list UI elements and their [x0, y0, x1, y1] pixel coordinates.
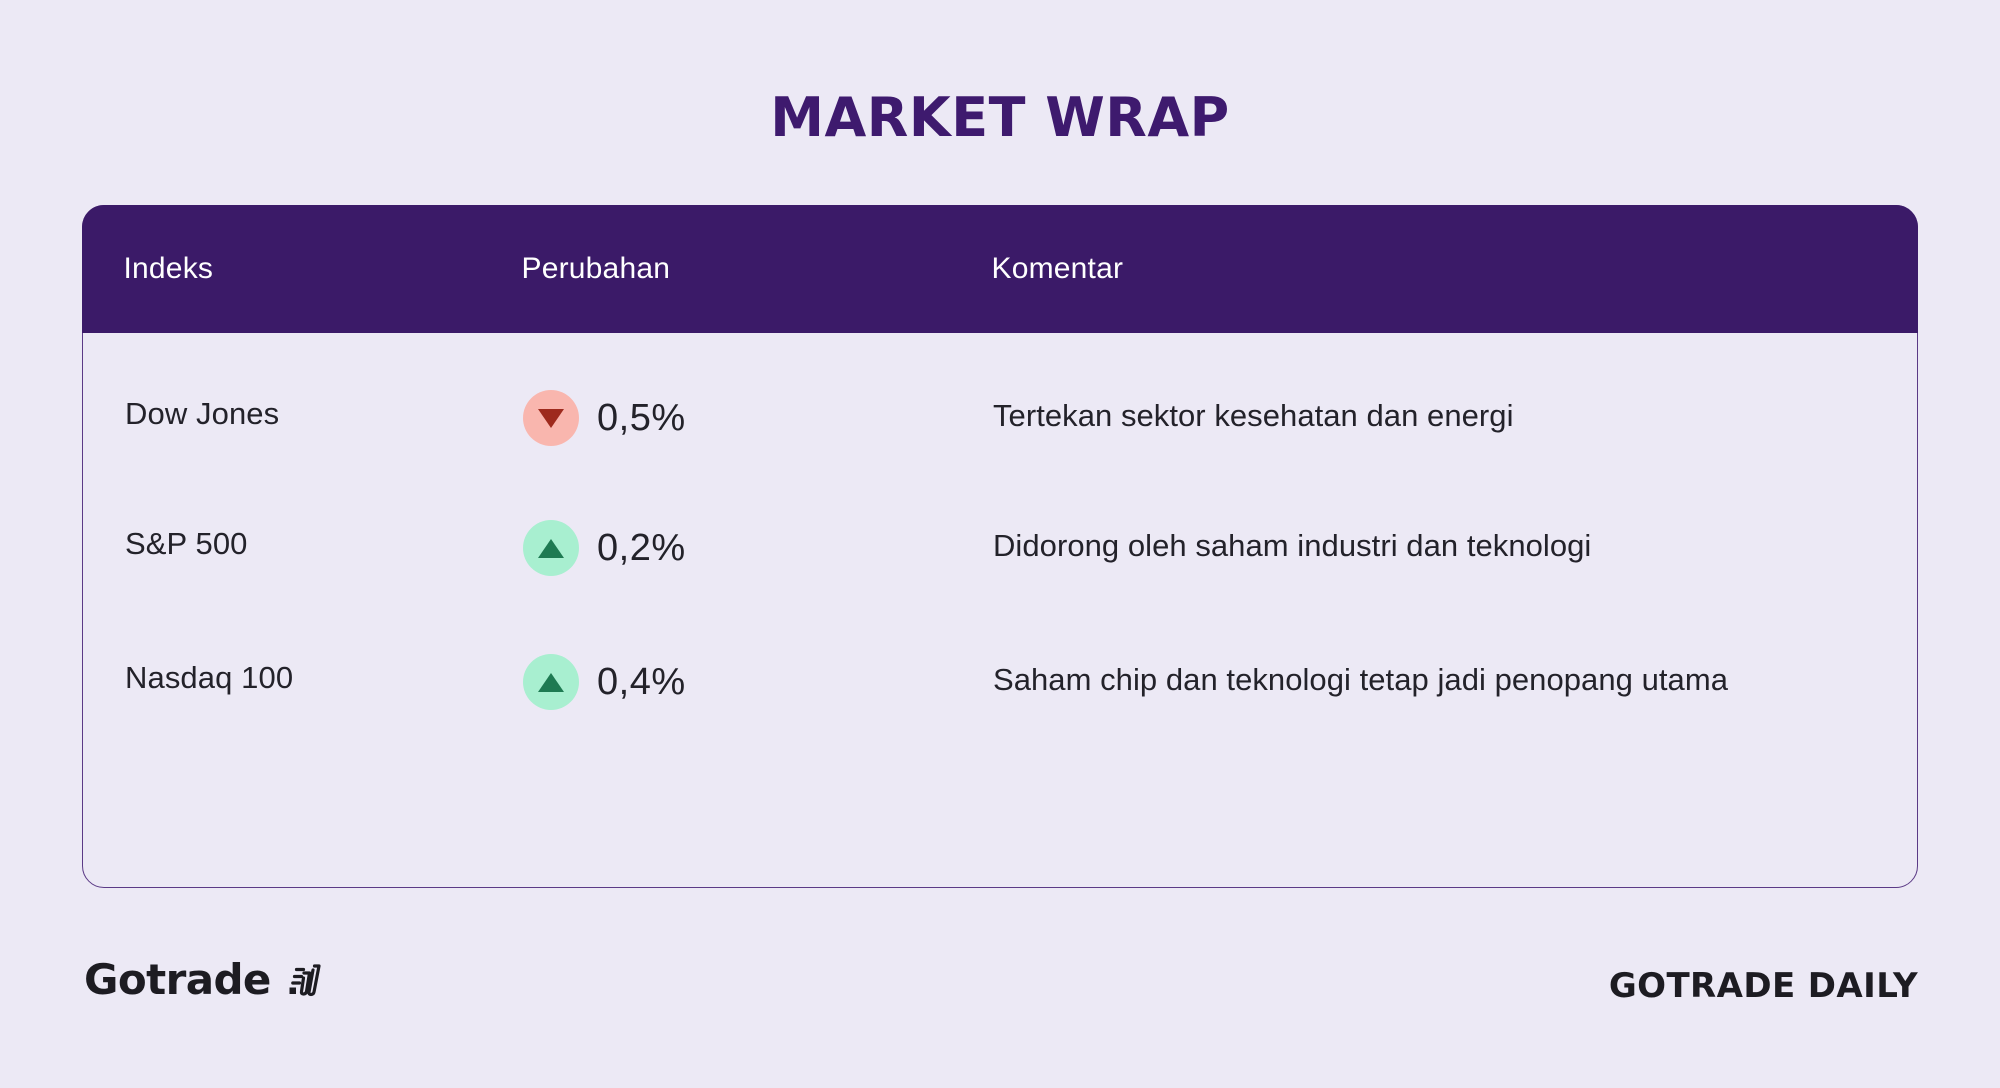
change-cell: 0,4% — [523, 654, 993, 710]
comment-text: Didorong oleh saham industri dan teknolo… — [993, 528, 1592, 563]
column-header-index: Indeks — [123, 251, 214, 285]
change-cell: 0,5% — [523, 390, 993, 446]
table-row: Nasdaq 100 0,4% Saham chip dan teknologi… — [83, 608, 1919, 746]
change-value: 0,2% — [597, 526, 686, 569]
table-row: Dow Jones 0,5% Tertekan sektor kesehatan… — [83, 332, 1919, 470]
market-wrap-table-card: Indeks Perubahan Komentar Dow Jones 0,5%… — [81, 204, 1919, 888]
table-header-row: Indeks Perubahan Komentar — [81, 204, 1918, 333]
gotrade-bars-mark-icon — [283, 959, 325, 1001]
comment-text: Saham chip dan teknologi tetap jadi peno… — [993, 662, 1728, 697]
comment-text: Tertekan sektor kesehatan dan energi — [993, 398, 1514, 433]
table-body: Dow Jones 0,5% Tertekan sektor kesehatan… — [83, 332, 1919, 746]
column-header-comment: Komentar — [991, 251, 1124, 285]
brand-logo: Gotrade — [84, 955, 325, 1004]
arrow-up-icon — [523, 654, 579, 710]
change-value: 0,4% — [597, 660, 686, 703]
brand-wordmark: Gotrade — [84, 955, 271, 1004]
change-value: 0,5% — [597, 396, 686, 439]
index-name: S&P 500 — [125, 526, 248, 561]
page-title: MARKET WRAP — [770, 86, 1230, 149]
table-row: S&P 500 0,2% Didorong oleh saham industr… — [83, 470, 1919, 608]
gotrade-daily-label: GOTRADE DAILY — [1608, 966, 1918, 1006]
column-header-change: Perubahan — [521, 251, 671, 285]
arrow-down-icon — [523, 390, 579, 446]
index-name: Nasdaq 100 — [125, 660, 294, 695]
index-name: Dow Jones — [125, 396, 280, 431]
change-cell: 0,2% — [523, 520, 993, 576]
arrow-up-icon — [523, 520, 579, 576]
